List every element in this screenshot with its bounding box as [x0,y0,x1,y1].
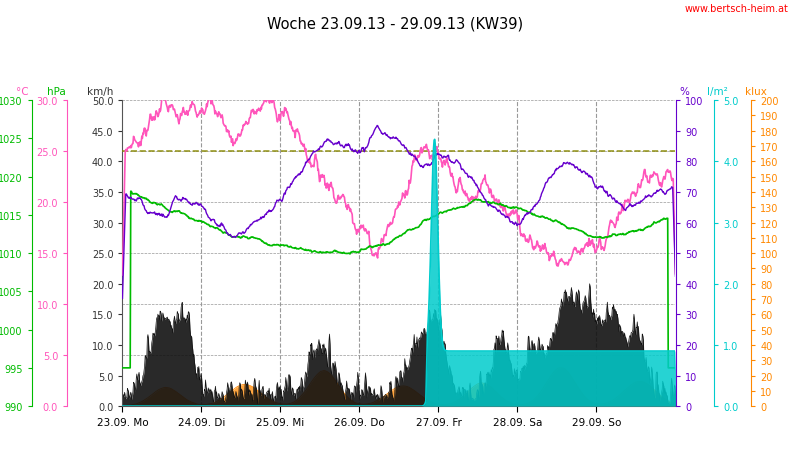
Text: www.bertsch-heim.at: www.bertsch-heim.at [685,4,788,14]
Text: km/h: km/h [87,86,113,96]
Text: Woche 23.09.13 - 29.09.13 (KW39): Woche 23.09.13 - 29.09.13 (KW39) [267,16,523,31]
Text: °C: °C [16,86,28,96]
Text: hPa: hPa [47,86,66,96]
Text: l/m²: l/m² [707,86,728,96]
Text: %: % [679,86,689,96]
Text: klux: klux [745,86,767,96]
